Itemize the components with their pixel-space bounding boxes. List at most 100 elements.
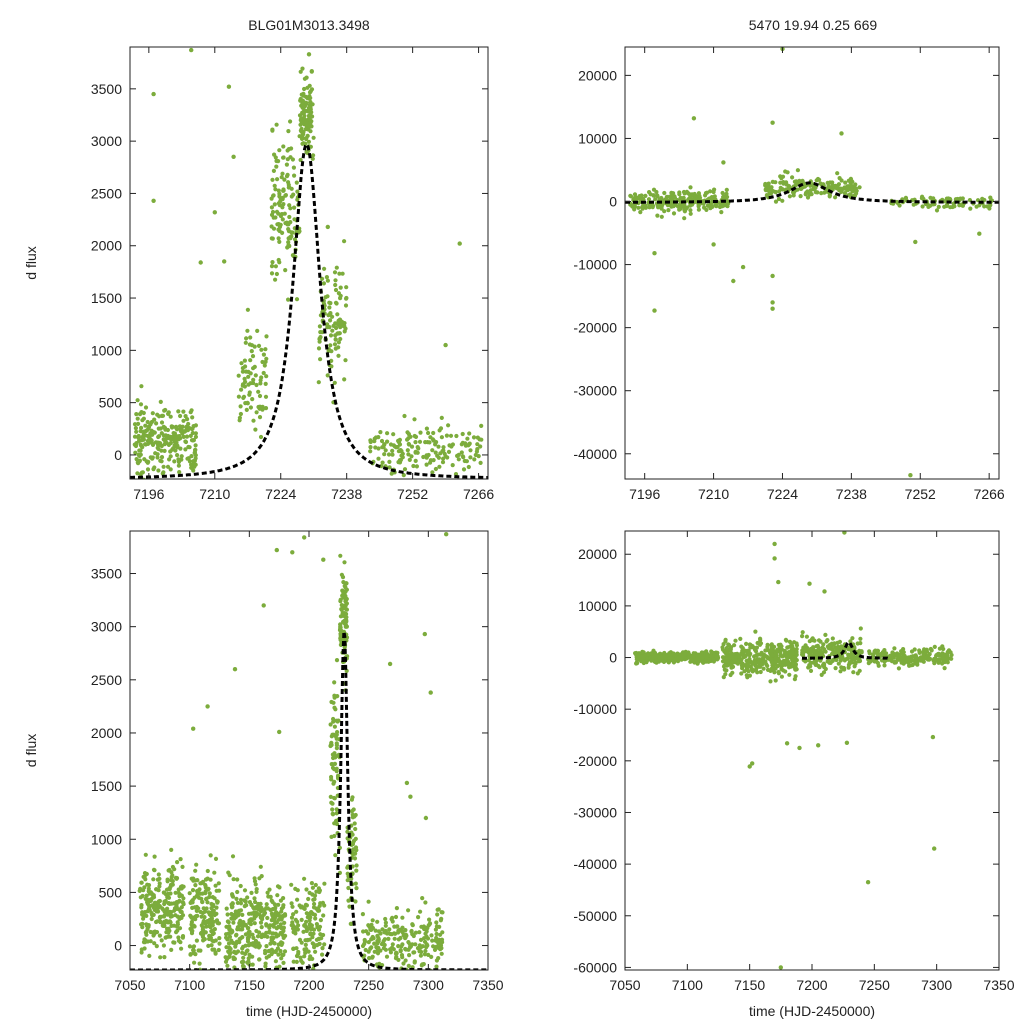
data-point bbox=[398, 948, 403, 953]
data-point bbox=[159, 431, 164, 436]
data-point bbox=[733, 658, 738, 663]
data-point bbox=[654, 189, 659, 195]
data-point bbox=[336, 340, 341, 345]
data-point bbox=[944, 196, 950, 201]
data-point bbox=[433, 442, 438, 447]
data-point bbox=[328, 742, 334, 747]
data-point bbox=[151, 933, 156, 938]
data-point-outlier bbox=[750, 761, 755, 766]
data-point bbox=[209, 918, 214, 923]
data-point bbox=[237, 922, 243, 927]
data-point bbox=[671, 211, 677, 216]
data-point bbox=[400, 942, 405, 947]
data-point bbox=[177, 926, 183, 931]
data-point bbox=[337, 845, 342, 850]
data-point bbox=[246, 997, 250, 1001]
data-point bbox=[253, 940, 258, 946]
data-point bbox=[403, 958, 408, 963]
data-point bbox=[728, 648, 733, 653]
y-tick-label: -30000 bbox=[573, 383, 617, 399]
data-point bbox=[677, 190, 682, 195]
data-point bbox=[945, 653, 950, 659]
data-point bbox=[739, 671, 744, 676]
data-point bbox=[467, 431, 472, 436]
data-point bbox=[311, 135, 316, 140]
data-point bbox=[352, 821, 357, 826]
x-axis-label: time (HJD-2450000) bbox=[749, 1003, 875, 1019]
data-point-outlier bbox=[807, 581, 812, 586]
data-point bbox=[281, 144, 286, 149]
data-point bbox=[786, 650, 791, 655]
data-point bbox=[276, 211, 281, 216]
data-point bbox=[382, 937, 387, 942]
data-point bbox=[917, 650, 922, 655]
data-point bbox=[210, 932, 215, 937]
data-point-outlier bbox=[423, 815, 429, 821]
data-point bbox=[343, 599, 348, 604]
data-point bbox=[157, 898, 162, 904]
data-point bbox=[778, 174, 783, 179]
data-point bbox=[223, 955, 228, 960]
data-point bbox=[264, 334, 269, 339]
data-point bbox=[696, 191, 702, 196]
data-point bbox=[342, 645, 347, 650]
model-curve bbox=[130, 142, 488, 479]
data-point bbox=[143, 442, 148, 447]
data-point bbox=[334, 818, 339, 823]
data-point bbox=[858, 636, 863, 641]
data-point bbox=[439, 435, 444, 440]
data-point bbox=[958, 202, 963, 207]
data-point bbox=[383, 920, 388, 925]
data-point bbox=[934, 208, 940, 213]
title-left: BLG01M3013.3498 bbox=[248, 17, 370, 33]
x-tick-label: 7224 bbox=[767, 486, 798, 502]
data-point bbox=[300, 960, 305, 965]
data-points bbox=[628, 47, 995, 478]
y-tick-label: -40000 bbox=[573, 446, 617, 462]
data-point bbox=[277, 978, 281, 982]
data-point bbox=[286, 236, 291, 241]
data-point bbox=[262, 907, 267, 913]
data-point bbox=[830, 658, 835, 664]
data-point-outlier bbox=[422, 631, 427, 637]
data-point bbox=[168, 449, 173, 454]
data-point bbox=[920, 204, 925, 209]
data-point bbox=[286, 182, 291, 187]
data-point bbox=[235, 877, 240, 882]
data-point bbox=[793, 674, 798, 679]
y-tick-label: -10000 bbox=[573, 257, 617, 273]
data-point bbox=[145, 419, 150, 425]
data-point bbox=[640, 658, 645, 663]
data-point bbox=[711, 189, 716, 195]
data-point bbox=[155, 455, 160, 460]
data-point bbox=[688, 203, 693, 208]
data-point bbox=[773, 656, 778, 661]
data-point bbox=[177, 424, 182, 429]
x-tick-label: 7196 bbox=[629, 486, 660, 502]
data-point bbox=[183, 447, 188, 452]
data-point bbox=[239, 361, 244, 366]
x-tick-label: 7150 bbox=[734, 977, 765, 993]
data-point bbox=[226, 955, 232, 960]
data-point bbox=[320, 952, 325, 957]
data-point bbox=[344, 624, 349, 629]
data-point bbox=[418, 430, 423, 435]
data-point bbox=[167, 457, 172, 462]
data-point bbox=[368, 946, 373, 951]
data-point bbox=[383, 923, 388, 928]
data-point bbox=[894, 199, 900, 205]
x-tick-label: 7050 bbox=[114, 977, 145, 993]
data-point bbox=[386, 936, 391, 942]
data-point bbox=[264, 374, 269, 379]
data-point bbox=[281, 202, 286, 207]
data-point bbox=[422, 939, 428, 944]
data-point bbox=[313, 949, 318, 954]
data-point bbox=[331, 700, 336, 705]
data-point bbox=[362, 941, 367, 947]
data-point bbox=[722, 655, 727, 660]
data-point bbox=[310, 885, 315, 890]
data-point bbox=[345, 878, 350, 883]
data-point bbox=[246, 374, 251, 379]
data-point bbox=[316, 346, 322, 351]
data-point bbox=[378, 430, 383, 435]
